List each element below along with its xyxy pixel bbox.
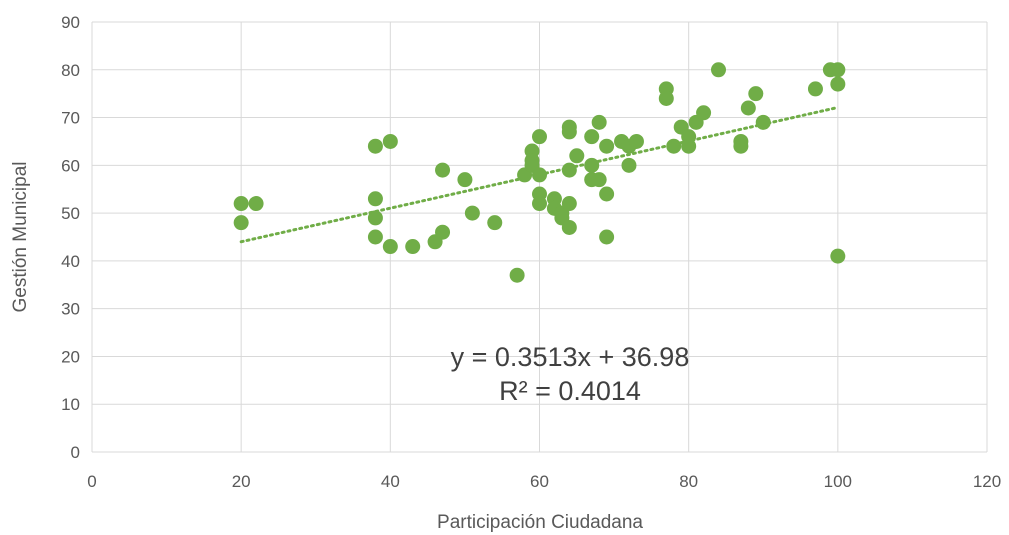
data-point	[367, 138, 383, 154]
data-point	[382, 133, 398, 149]
data-point	[367, 229, 383, 245]
x-axis-title: Participación Ciudadana	[437, 512, 643, 533]
x-tick-label: 120	[973, 472, 1001, 491]
data-point	[569, 148, 585, 164]
data-point	[233, 215, 249, 231]
y-tick-label: 70	[61, 109, 80, 128]
data-point	[830, 76, 846, 92]
data-point	[435, 224, 451, 240]
data-point	[584, 157, 600, 173]
data-point	[711, 62, 726, 78]
x-tick-label: 100	[824, 472, 852, 491]
y-tick-label: 10	[61, 395, 80, 414]
data-point	[532, 196, 547, 212]
x-axis-ticks: 0 20 40 60 80 100 120	[87, 472, 1001, 491]
data-point	[658, 90, 674, 106]
data-point	[561, 124, 577, 140]
trendline-r-squared: R² = 0.4014	[499, 376, 641, 406]
data-point	[666, 138, 682, 154]
gridlines	[91, 21, 988, 453]
data-point	[367, 191, 383, 207]
data-point	[591, 114, 607, 130]
data-point	[621, 157, 637, 173]
x-tick-label: 80	[679, 472, 698, 491]
data-point	[561, 162, 577, 178]
data-point	[405, 239, 421, 255]
data-point	[248, 196, 264, 212]
data-point	[457, 172, 473, 188]
data-point	[584, 129, 600, 145]
y-tick-label: 40	[61, 252, 80, 271]
y-axis-ticks: 0 10 20 30 40 50 60 70 80 90	[61, 13, 80, 462]
data-point	[599, 186, 615, 202]
data-point	[830, 62, 846, 78]
y-tick-label: 0	[71, 443, 80, 462]
data-point	[748, 86, 764, 102]
data-point	[532, 167, 547, 183]
data-point	[599, 138, 615, 154]
data-point	[464, 205, 480, 221]
data-point	[628, 133, 644, 149]
data-point	[740, 100, 756, 116]
data-point	[830, 248, 846, 264]
data-point	[487, 215, 503, 231]
y-axis-title: Gestión Municipal	[10, 161, 31, 312]
y-tick-label: 20	[61, 347, 80, 366]
x-tick-label: 60	[530, 472, 549, 491]
y-tick-label: 50	[61, 204, 80, 223]
x-tick-label: 0	[87, 472, 96, 491]
data-point	[807, 81, 823, 97]
y-tick-label: 60	[61, 156, 80, 175]
data-point	[591, 172, 607, 188]
data-point	[696, 105, 712, 121]
data-point	[382, 239, 398, 255]
data-point	[561, 196, 577, 212]
y-tick-label: 30	[61, 300, 80, 319]
x-tick-label: 20	[232, 472, 251, 491]
data-point	[532, 129, 547, 145]
data-point	[435, 162, 451, 178]
x-tick-label: 40	[381, 472, 400, 491]
y-tick-label: 90	[61, 13, 80, 32]
data-point	[509, 267, 525, 283]
data-points	[233, 62, 846, 283]
y-tick-label: 80	[61, 61, 80, 80]
data-point	[681, 138, 697, 154]
data-point	[561, 219, 577, 235]
trendline-equation: y = 0.3513x + 36.98	[451, 342, 690, 372]
data-point	[367, 210, 383, 226]
data-point	[599, 229, 615, 245]
data-point	[733, 138, 749, 154]
data-point	[755, 114, 771, 130]
data-point	[233, 196, 249, 212]
